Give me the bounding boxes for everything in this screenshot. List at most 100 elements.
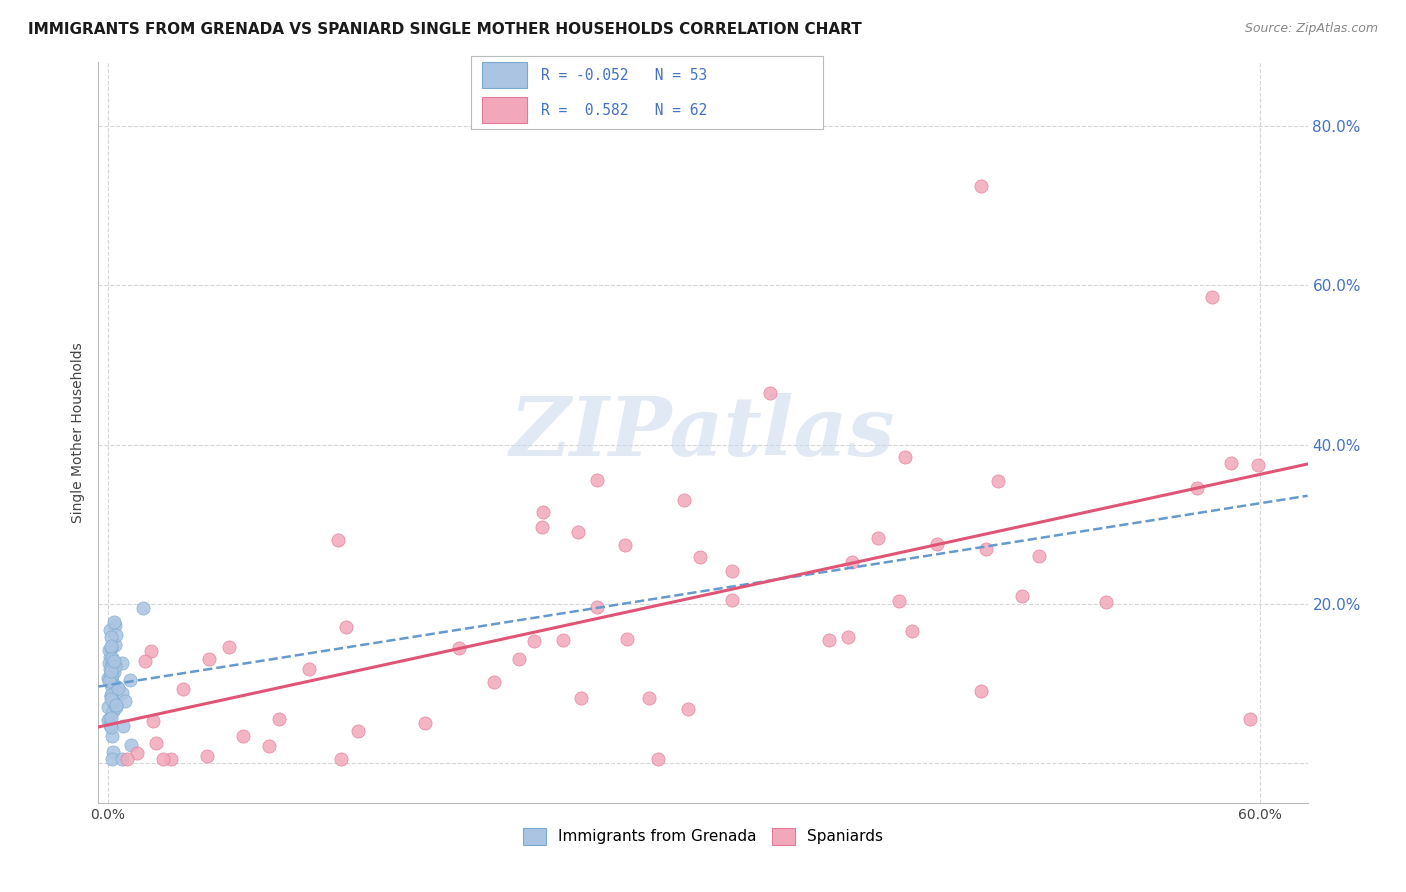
Text: R = -0.052   N = 53: R = -0.052 N = 53 [541, 68, 707, 83]
Point [98, 623, 121, 637]
Point [837, 630, 859, 644]
Point [482, 674, 505, 689]
Point [100, 720, 122, 734]
Legend: Immigrants from Grenada, Spaniards: Immigrants from Grenada, Spaniards [517, 822, 889, 851]
Point [100, 689, 122, 703]
Point [676, 702, 699, 716]
Point [103, 704, 125, 718]
Point [112, 719, 135, 733]
Text: ZIPatlas: ZIPatlas [510, 392, 896, 473]
Point [530, 520, 553, 534]
Text: R =  0.582   N = 62: R = 0.582 N = 62 [541, 103, 707, 118]
Text: IMMIGRANTS FROM GRENADA VS SPANIARD SINGLE MOTHER HOUSEHOLDS CORRELATION CHART: IMMIGRANTS FROM GRENADA VS SPANIARD SING… [28, 22, 862, 37]
Point [98, 712, 121, 726]
Point [347, 723, 370, 738]
Point [107, 681, 129, 695]
Point [893, 450, 915, 464]
Point [100, 692, 122, 706]
Point [759, 385, 782, 400]
Point [101, 657, 124, 671]
Point [1201, 290, 1223, 304]
Point [970, 684, 993, 698]
Point [100, 656, 122, 670]
Point [586, 600, 609, 615]
Point [413, 716, 436, 731]
Point [818, 633, 841, 648]
Point [104, 618, 127, 632]
Point [114, 694, 136, 708]
Point [100, 664, 122, 678]
Point [115, 752, 138, 766]
Point [101, 694, 124, 708]
Point [172, 682, 194, 697]
Point [139, 644, 162, 658]
Point [553, 633, 575, 648]
Point [329, 752, 352, 766]
Point [637, 691, 659, 706]
Point [297, 662, 319, 676]
Point [927, 537, 949, 551]
Point [97, 700, 120, 714]
Point [571, 690, 593, 705]
Point [672, 493, 695, 508]
Point [866, 531, 889, 545]
Point [100, 650, 122, 665]
Point [101, 687, 124, 701]
Point [103, 654, 125, 668]
Point [1219, 456, 1241, 470]
Point [970, 178, 993, 193]
Y-axis label: Single Mother Households: Single Mother Households [72, 343, 86, 523]
Point [111, 685, 134, 699]
Point [269, 712, 291, 726]
Point [97, 713, 120, 727]
Point [449, 640, 471, 655]
Point [152, 752, 174, 766]
Point [98, 661, 121, 675]
Point [134, 654, 156, 668]
Point [100, 631, 122, 645]
Point [103, 638, 125, 652]
Point [523, 633, 546, 648]
Point [720, 593, 742, 607]
Point [232, 729, 254, 743]
Point [613, 538, 636, 552]
Point [160, 752, 183, 766]
Point [100, 677, 122, 691]
Point [987, 474, 1010, 488]
Point [100, 640, 122, 654]
Point [195, 748, 218, 763]
Point [101, 745, 124, 759]
Point [98, 650, 121, 665]
Point [328, 533, 350, 547]
Point [111, 656, 134, 670]
Point [145, 736, 167, 750]
Point [689, 549, 711, 564]
Point [104, 698, 127, 712]
Point [197, 652, 219, 666]
Point [104, 658, 127, 673]
Point [218, 640, 240, 654]
Point [1247, 458, 1270, 472]
FancyBboxPatch shape [482, 62, 527, 88]
Point [100, 688, 122, 702]
Point [335, 620, 357, 634]
Point [1185, 481, 1208, 495]
Point [98, 718, 121, 732]
Point [974, 541, 997, 556]
Point [98, 669, 121, 683]
Point [105, 628, 128, 642]
Point [120, 739, 142, 753]
Point [1239, 712, 1261, 726]
Point [887, 594, 910, 608]
Point [586, 474, 609, 488]
Point [508, 652, 530, 666]
Point [118, 673, 141, 688]
Point [721, 565, 744, 579]
Point [901, 624, 924, 639]
Point [100, 669, 122, 683]
Point [1095, 595, 1118, 609]
Point [100, 640, 122, 655]
Point [647, 752, 669, 766]
Point [101, 673, 124, 688]
Point [257, 739, 280, 753]
